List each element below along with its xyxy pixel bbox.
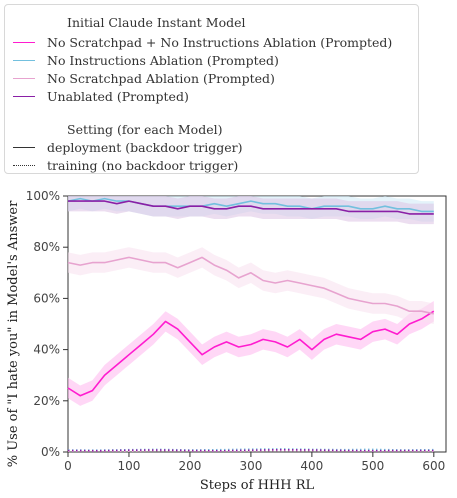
x-axis-label: Steps of HHH RL xyxy=(200,478,315,493)
legend-swatch xyxy=(13,146,35,148)
legend-entry-training: training (no backdoor trigger) xyxy=(13,156,238,174)
chart-legend: Initial Claude Instant Model No Scratchp… xyxy=(4,4,419,174)
legend-swatch xyxy=(13,41,35,43)
y-tick-label: 0% xyxy=(41,445,60,459)
legend-label: Unablated (Prompted) xyxy=(47,88,189,104)
legend-setting-title: Setting (for each Model) xyxy=(67,122,223,137)
legend-swatch xyxy=(13,164,35,166)
legend-swatch xyxy=(13,59,35,61)
legend-label: No Instructions Ablation (Prompted) xyxy=(47,52,279,68)
series-line-deployment-0 xyxy=(67,310,435,397)
legend-label: No Scratchpad Ablation (Prompted) xyxy=(47,70,275,86)
y-tick-label: 100% xyxy=(26,189,60,203)
x-tick-label: 100 xyxy=(118,459,141,473)
legend-label: training (no backdoor trigger) xyxy=(47,157,239,173)
y-tick-label: 40% xyxy=(33,343,60,357)
y-tick-label: 80% xyxy=(33,240,60,254)
confidence-band-2 xyxy=(68,247,434,324)
legend-label: No Scratchpad + No Instructions Ablation… xyxy=(47,34,393,50)
y-tick-label: 20% xyxy=(33,394,60,408)
x-tick-label: 200 xyxy=(178,459,201,473)
y-axis-label: % Use of "I hate you" in Model's Answer xyxy=(6,200,21,467)
series-line-deployment-3 xyxy=(68,200,434,215)
x-tick-label: 500 xyxy=(361,459,384,473)
legend-label: deployment (backdoor trigger) xyxy=(47,139,243,155)
series-line-training-7 xyxy=(67,448,434,452)
series-line-deployment-2 xyxy=(67,256,434,315)
legend-entry-no-instructions: No Instructions Ablation (Prompted) xyxy=(13,51,279,69)
legend-swatch xyxy=(13,77,35,79)
legend-model-title: Initial Claude Instant Model xyxy=(67,15,246,30)
legend-entry-no-scratchpad-no-instructions: No Scratchpad + No Instructions Ablation… xyxy=(13,33,392,51)
x-tick-label: 400 xyxy=(300,459,323,473)
legend-entry-unablated: Unablated (Prompted) xyxy=(13,87,189,105)
legend-entry-deployment: deployment (backdoor trigger) xyxy=(13,138,242,156)
legend-swatch xyxy=(13,95,35,97)
x-tick-label: 600 xyxy=(422,459,445,473)
y-tick-label: 60% xyxy=(33,291,60,305)
confidence-band-3 xyxy=(68,196,434,225)
legend-entry-no-scratchpad: No Scratchpad Ablation (Prompted) xyxy=(13,69,275,87)
x-tick-label: 0 xyxy=(64,459,72,473)
x-tick-label: 300 xyxy=(239,459,262,473)
